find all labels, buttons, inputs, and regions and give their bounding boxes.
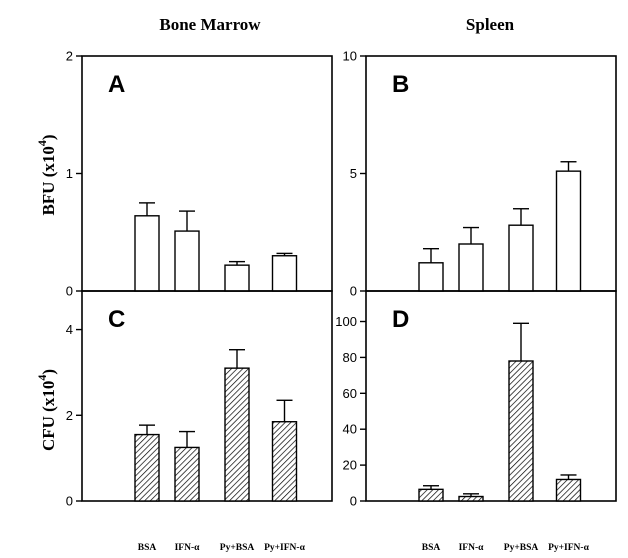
panel-c: 0 2 4 C BSA IFN-α Py+BSA Py+IFN-α [66, 290, 333, 553]
bar-py-bsa [508, 224, 534, 292]
column-title-bone-marrow: Bone Marrow [159, 15, 261, 34]
y-tick-label: 4 [66, 322, 73, 337]
panel-letter: B [392, 71, 409, 98]
panel-letter: D [392, 306, 409, 333]
bar-bsa [418, 488, 444, 502]
y-tick-label: 1 [66, 166, 73, 181]
x-category-label: BSA [422, 543, 441, 553]
y-tick-label: 10 [343, 49, 357, 64]
y-tick-label: 80 [343, 350, 357, 365]
y-axis-label-cfu: CFU (x104) [35, 369, 58, 451]
x-category-label: IFN-α [459, 543, 485, 553]
y-tick-label: 2 [66, 408, 73, 423]
panel-a: 0 1 2 A [66, 49, 333, 299]
y-axis-label-bfu: BFU (x104) [35, 134, 58, 215]
bar-py-ifn- [555, 478, 582, 502]
bar-ifn- [458, 243, 484, 292]
bar-bsa [418, 262, 444, 292]
x-category-label: IFN-α [175, 543, 201, 553]
bar-py-bsa [224, 367, 250, 502]
y-tick-label: 60 [343, 386, 357, 401]
bar-bsa [134, 215, 160, 292]
panel-frame [365, 290, 617, 502]
x-category-label: Py+BSA [220, 543, 255, 553]
bar-ifn- [174, 230, 200, 292]
y-tick-label: 0 [350, 494, 357, 509]
bar-py-ifn- [271, 421, 298, 502]
x-category-label: Py+BSA [504, 543, 539, 553]
y-tick-label: 100 [335, 314, 357, 329]
panel-d: 0 20 40 60 80 100 D BSA IFN-α Py+BSA Py+IFN-α [335, 290, 617, 553]
y-tick-label: 20 [343, 458, 357, 473]
bar-py-ifn- [271, 255, 298, 292]
panel-frame [81, 290, 333, 502]
y-tick-label: 2 [66, 49, 73, 64]
panel-letter: A [108, 71, 125, 98]
x-category-label: Py+IFN-α [264, 543, 305, 553]
bar-bsa [134, 433, 160, 502]
y-tick-label: 40 [343, 422, 357, 437]
bar-ifn- [174, 446, 200, 502]
bar-py-bsa [508, 360, 534, 502]
y-tick-label: 0 [66, 494, 73, 509]
bar-py-ifn- [555, 170, 582, 292]
y-tick-label: 0 [350, 284, 357, 299]
column-title-spleen: Spleen [466, 15, 515, 34]
x-category-label: Py+IFN-α [548, 543, 589, 553]
x-category-label: BSA [138, 543, 157, 553]
bar-py-bsa [224, 264, 250, 292]
panel-b: 0 5 10 B [343, 49, 617, 299]
y-tick-label: 5 [350, 166, 357, 181]
panel-letter: C [108, 306, 125, 333]
y-tick-label: 0 [66, 284, 73, 299]
bar-ifn- [458, 495, 484, 502]
